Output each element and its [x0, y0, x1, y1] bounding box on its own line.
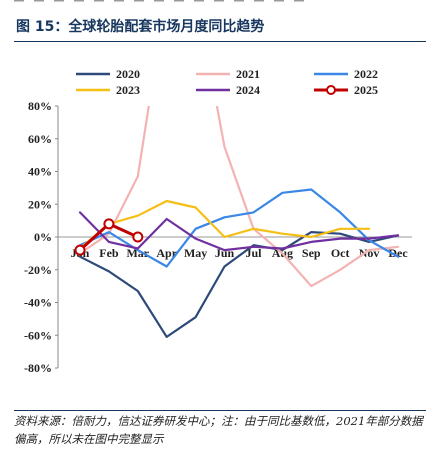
x-tick-label: Mar [126, 246, 149, 260]
y-tick-label: -20% [24, 263, 52, 277]
x-tick-label: Nov [359, 246, 380, 260]
source-note: 资料来源：倍耐力，信达证券研发中心；注：由于同比基数低，2021年部分数据偏高，… [14, 414, 423, 446]
y-tick-label: 0% [34, 230, 52, 244]
legend-label-2020: 2020 [116, 67, 140, 81]
source-rule [14, 410, 426, 411]
series-clip-group [74, 106, 400, 338]
series-line-2020 [78, 231, 400, 338]
x-tick-label: Oct [331, 246, 350, 260]
series-line-2024 [78, 211, 400, 252]
x-tick-label: May [184, 246, 207, 260]
x-tick-label: Sep [302, 246, 321, 260]
y-tick-label: 40% [28, 165, 52, 179]
figure-title: 图 15：全球轮胎配套市场月度同比趋势 [16, 19, 265, 35]
y-tick-label: 60% [28, 132, 52, 146]
legend-label-2022: 2022 [354, 67, 378, 81]
series-line-2021 [78, 106, 400, 288]
y-tick-label: -40% [24, 296, 52, 310]
title-rule [14, 41, 426, 42]
series-line-2023 [78, 199, 371, 250]
y-tick-label: -80% [24, 361, 52, 375]
legend-label-2021: 2021 [236, 67, 260, 81]
y-tick-label: -60% [24, 328, 52, 342]
data-point-2025 [74, 244, 86, 256]
x-tick-label: Feb [99, 246, 119, 260]
x-tick-label: Jul [245, 246, 262, 260]
legend-label-2024: 2024 [236, 83, 260, 97]
line-chart: 80%60%40%20%0%-20%-40%-60%-80% JanFebMar… [24, 67, 412, 375]
legend-label-2023: 2023 [116, 83, 140, 97]
data-point-2025 [103, 218, 115, 230]
y-tick-label: 20% [28, 197, 52, 211]
series-layer [74, 106, 400, 338]
x-tick-label: Apr [156, 246, 177, 260]
x-tick-label: Dec [388, 246, 408, 260]
legend-label-2025: 2025 [354, 83, 378, 97]
legend: 2020 2021 2022 2023 2024 2025 [76, 67, 378, 97]
top-cropped-strip [14, 0, 310, 2]
y-tick-label: 80% [28, 99, 52, 113]
legend-marker-2025 [326, 85, 336, 95]
data-point-2025 [132, 231, 144, 243]
y-axis: 80% 60% 40% 20% 0% -20% -40% -60% -80% [24, 99, 59, 375]
